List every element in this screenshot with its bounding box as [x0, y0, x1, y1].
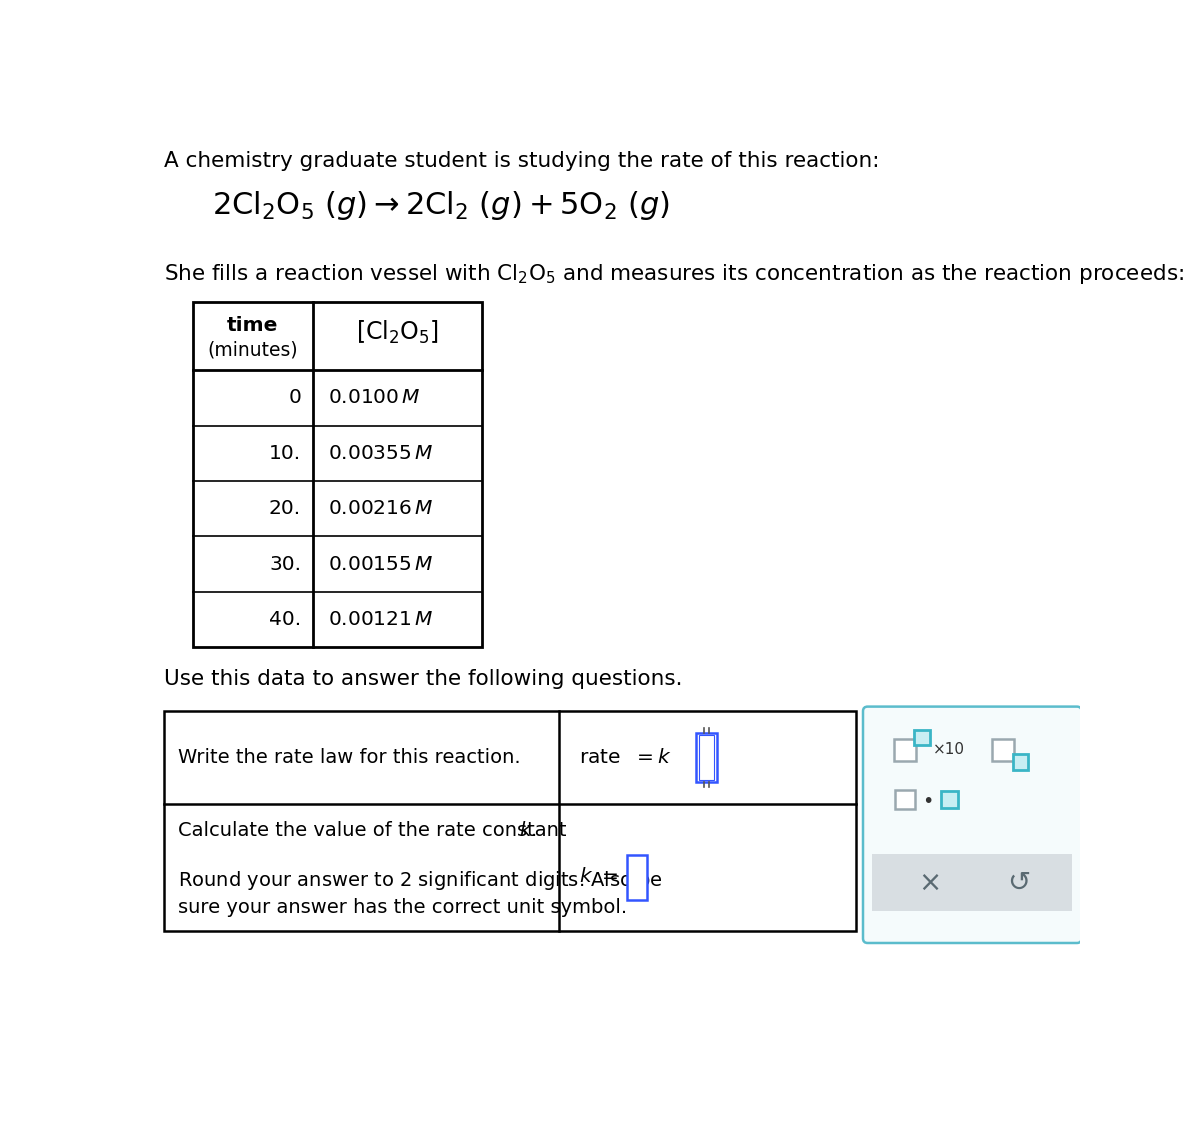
Bar: [696, 733, 716, 782]
Bar: [626, 855, 647, 899]
Bar: [164, 711, 856, 930]
Text: $0.00121\,\mathit{M}$: $0.00121\,\mathit{M}$: [329, 610, 433, 629]
Bar: [894, 739, 916, 760]
Text: ↺: ↺: [1007, 869, 1031, 896]
Text: $\left[\mathrm{Cl_2O_5}\right]$: $\left[\mathrm{Cl_2O_5}\right]$: [355, 319, 439, 347]
Text: A chemistry graduate student is studying the rate of this reaction:: A chemistry graduate student is studying…: [164, 150, 880, 171]
Text: $0.00155\,\mathit{M}$: $0.00155\,\mathit{M}$: [329, 555, 433, 573]
Text: $0.0100\,\mathit{M}$: $0.0100\,\mathit{M}$: [329, 389, 421, 407]
Bar: [914, 730, 930, 746]
Text: $0.00355\,\mathit{M}$: $0.00355\,\mathit{M}$: [329, 443, 433, 463]
Text: 20.: 20.: [269, 499, 301, 519]
Text: $0.00216\,\mathit{M}$: $0.00216\,\mathit{M}$: [329, 499, 433, 519]
FancyBboxPatch shape: [863, 707, 1081, 943]
Text: 40.: 40.: [269, 610, 301, 629]
Text: $k$.: $k$.: [518, 821, 536, 840]
Text: ×10: ×10: [932, 742, 965, 757]
Text: 0: 0: [288, 389, 301, 407]
Text: $k\ =$: $k\ =$: [578, 868, 618, 886]
Text: 10.: 10.: [269, 443, 301, 463]
Bar: [698, 735, 714, 780]
Text: Write the rate law for this reaction.: Write the rate law for this reaction.: [178, 748, 521, 767]
Text: time: time: [227, 316, 278, 335]
Bar: [193, 302, 481, 648]
Bar: [895, 790, 914, 809]
Text: Use this data to answer the following questions.: Use this data to answer the following qu…: [164, 669, 683, 689]
Text: $2\mathrm{Cl_2O_5}\ (g) \rightarrow 2\mathrm{Cl_2}\ (g) + 5\mathrm{O_2}\ (g)$: $2\mathrm{Cl_2O_5}\ (g) \rightarrow 2\ma…: [212, 189, 670, 222]
Text: sure your answer has the correct unit symbol.: sure your answer has the correct unit sy…: [178, 898, 628, 917]
Text: rate  $= k$: rate $= k$: [578, 748, 671, 767]
Bar: [1013, 755, 1028, 770]
Text: 30.: 30.: [269, 555, 301, 573]
Text: (minutes): (minutes): [208, 341, 298, 360]
Bar: [872, 854, 1073, 911]
Text: ×: ×: [918, 869, 941, 896]
Text: Calculate the value of the rate constant: Calculate the value of the rate constant: [178, 821, 572, 840]
Bar: [992, 739, 1014, 760]
Text: Round your answer to $2$ significant digits. Also be: Round your answer to $2$ significant dig…: [178, 869, 662, 893]
Text: She fills a reaction vessel with $\mathrm{Cl_2O_5}$ and measures its concentrati: She fills a reaction vessel with $\mathr…: [164, 262, 1184, 286]
Bar: [941, 791, 958, 808]
Text: •: •: [923, 792, 934, 811]
